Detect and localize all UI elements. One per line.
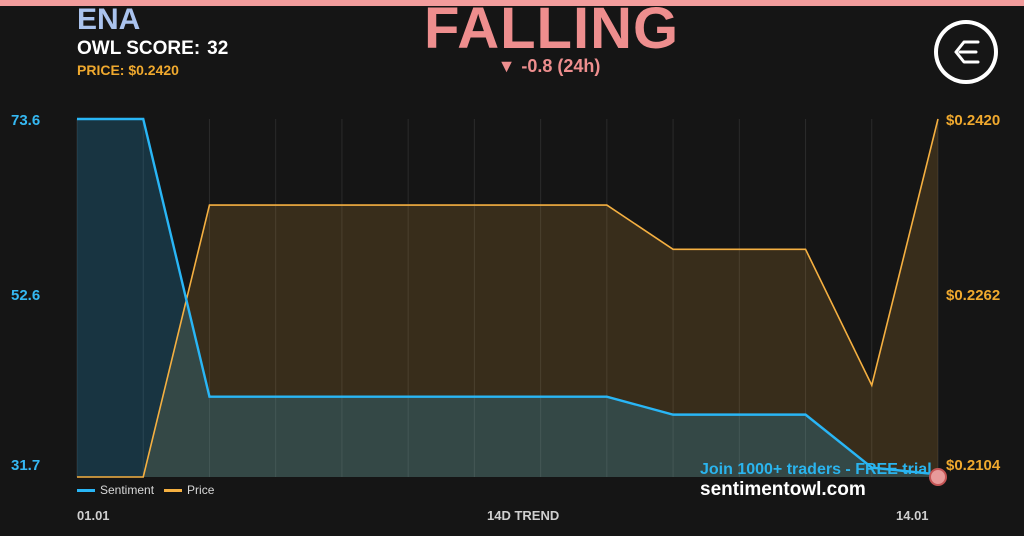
x-label-end: 14.01 — [896, 508, 929, 523]
left-tick-top: 73.6 — [11, 112, 41, 129]
owl-score: OWL SCORE: 32 — [77, 38, 228, 60]
change-value: -0.8 (24h) — [521, 56, 601, 76]
left-tick-mid: 52.6 — [11, 287, 41, 304]
right-tick-top: $0.2420 — [946, 112, 1001, 129]
price-area — [77, 119, 938, 477]
down-arrow-icon: ▼ — [497, 56, 516, 76]
current-price: PRICE: $0.2420 — [77, 62, 179, 78]
x-axis-title: 14D TREND — [487, 508, 560, 523]
sentiment-line — [77, 117, 939, 476]
x-label-start: 01.01 — [77, 508, 110, 523]
legend-price-label: Price — [187, 483, 215, 497]
owl-score-value: 32 — [207, 38, 229, 59]
legend-sentiment: Sentiment — [77, 483, 154, 497]
right-tick-mid: $0.2262 — [946, 287, 1001, 304]
chart-legend: Sentiment Price — [77, 483, 224, 497]
sentiment-area — [77, 119, 938, 477]
promo-link[interactable]: Join 1000+ traders - FREE trial — [700, 461, 932, 478]
site-url[interactable]: sentimentowl.com — [700, 479, 866, 500]
ethena-logo-icon — [934, 20, 998, 84]
trend-status: FALLING — [424, 0, 680, 61]
legend-sentiment-swatch — [77, 488, 95, 492]
owl-score-label: OWL SCORE: — [77, 38, 201, 59]
left-tick-bottom: 31.7 — [11, 457, 41, 474]
right-tick-bottom: $0.2104 — [946, 457, 1001, 474]
owl-badge-icon — [929, 468, 947, 486]
sentiment-change: ▼ -0.8 (24h) — [424, 56, 674, 77]
legend-price-swatch — [164, 488, 183, 492]
legend-price: Price — [164, 483, 214, 497]
ethena-glyph-icon — [954, 40, 980, 64]
top-accent-bar — [0, 0, 1024, 6]
price-line — [77, 118, 939, 478]
ticker-symbol: ENA — [77, 3, 141, 36]
legend-sentiment-label: Sentiment — [100, 483, 155, 497]
